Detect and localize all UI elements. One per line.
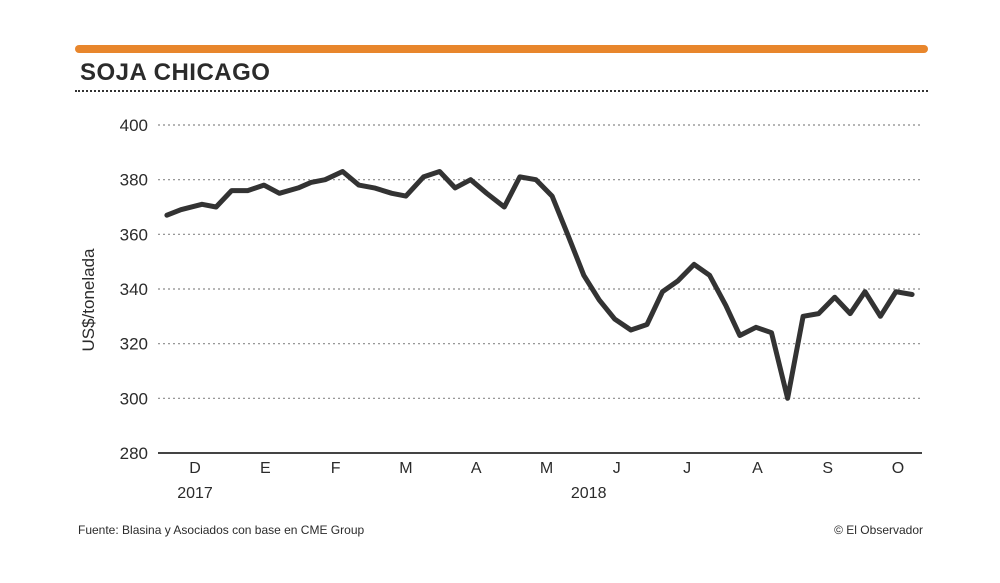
y-tick-label: 380: [120, 171, 148, 190]
y-axis-label: US$/tonelada: [79, 248, 98, 352]
x-tick-label: J: [613, 460, 621, 477]
x-tick-label: J: [683, 460, 691, 477]
year-label: 2018: [571, 485, 607, 502]
year-label: 2017: [177, 485, 213, 502]
y-tick-label: 280: [120, 444, 148, 463]
x-tick-label: E: [260, 460, 271, 477]
x-tick-label: F: [331, 460, 341, 477]
y-tick-label: 340: [120, 280, 148, 299]
x-tick-labels: D E F M A M J J A S O 2017 2018: [177, 460, 904, 502]
x-tick-label: S: [822, 460, 833, 477]
y-tick-label: 300: [120, 389, 148, 408]
y-tick-labels: 400 380 360 340 320 300 280: [120, 116, 148, 463]
y-tick-label: 360: [120, 225, 148, 244]
x-tick-label: O: [892, 460, 904, 477]
chart-title: SOJA CHICAGO: [80, 59, 271, 86]
x-tick-label: M: [540, 460, 553, 477]
source-note: Fuente: Blasina y Asociados con base en …: [78, 523, 365, 537]
credit-note: © El Observador: [834, 523, 923, 537]
x-tick-label: A: [752, 460, 763, 477]
gridlines: [158, 124, 922, 454]
title-divider: [75, 90, 928, 92]
series-layer: [164, 169, 915, 401]
x-tick-label: D: [189, 460, 201, 477]
accent-bar: [75, 45, 928, 53]
y-tick-label: 320: [120, 335, 148, 354]
y-tick-label: 400: [120, 116, 148, 135]
x-tick-label: A: [471, 460, 482, 477]
x-tick-label: M: [399, 460, 412, 477]
series-line: [164, 169, 915, 401]
